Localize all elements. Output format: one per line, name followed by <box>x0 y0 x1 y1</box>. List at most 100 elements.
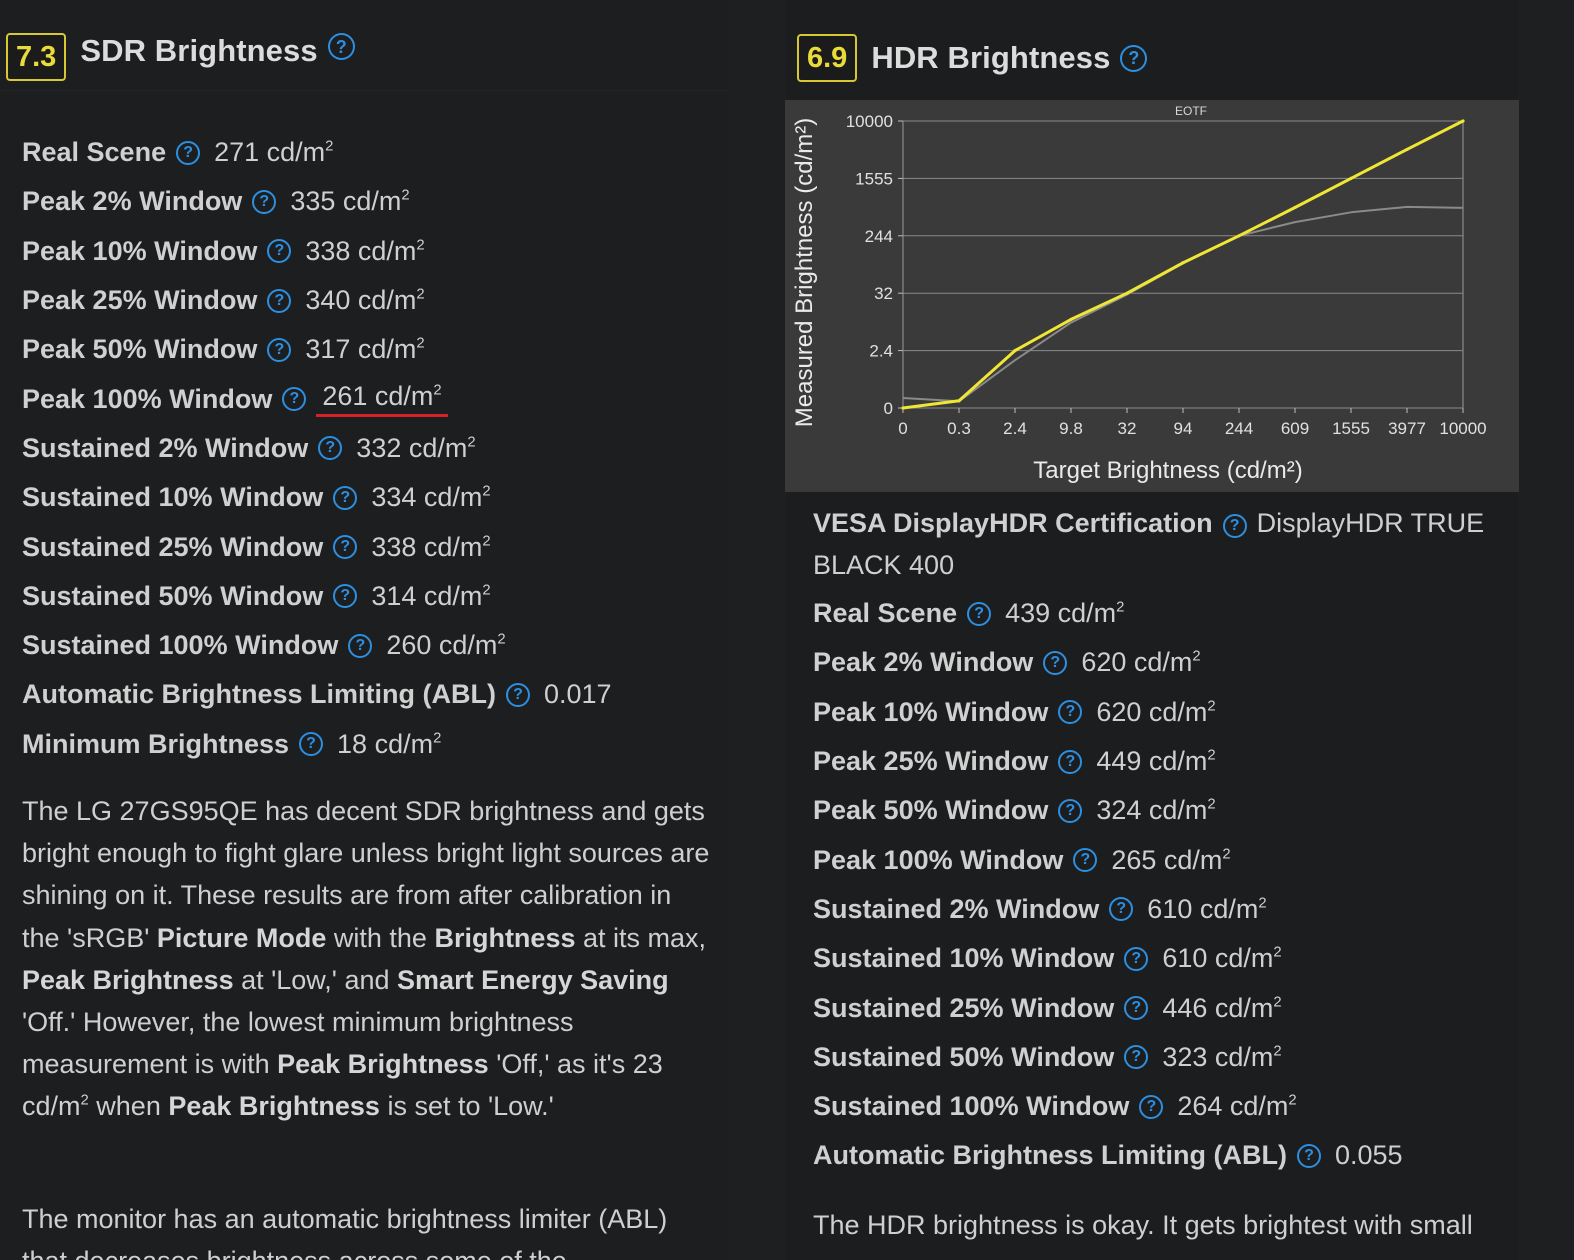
help-icon[interactable]: ? <box>1139 1094 1164 1119</box>
sdr-row: Sustained 10% Window? 334 cd/m2 <box>22 473 612 522</box>
help-icon[interactable]: ? <box>1124 996 1149 1021</box>
help-icon[interactable]: ? <box>333 584 358 609</box>
sdr-row: Peak 50% Window? 317 cd/m2 <box>22 325 612 374</box>
help-icon[interactable]: ? <box>267 337 292 362</box>
x-tick-label: 9.8 <box>1059 419 1083 438</box>
help-icon[interactable]: ? <box>1222 514 1247 538</box>
row-label: Sustained 10% Window <box>813 943 1115 974</box>
help-icon[interactable]: ? <box>318 436 343 461</box>
row-label: Sustained 50% Window <box>813 1041 1115 1072</box>
row-value: 260 cd/m2 <box>386 630 506 661</box>
hdr-row: Automatic Brightness Limiting (ABL)? 0.05… <box>813 1131 1403 1180</box>
row-label: Sustained 100% Window <box>813 1091 1130 1122</box>
row-value: 0.017 <box>544 679 612 710</box>
sdr-row: Automatic Brightness Limiting (ABL)? 0.01… <box>22 670 612 719</box>
row-value: 271 cd/m2 <box>214 137 334 168</box>
chart-title: EOTF <box>1175 104 1207 118</box>
help-icon[interactable]: ? <box>1124 946 1149 971</box>
help-icon[interactable]: ? <box>1043 650 1068 675</box>
sdr-row: Sustained 2% Window? 332 cd/m2 <box>22 424 612 473</box>
row-label: Peak 100% Window <box>22 383 273 414</box>
row-label: Peak 25% Window <box>813 746 1049 777</box>
help-icon[interactable]: ? <box>1124 1045 1149 1070</box>
sdr-description: The LG 27GS95QE has decent SDR brightnes… <box>22 796 710 1122</box>
hdr-score-badge: 6.9 <box>797 34 858 82</box>
target-point <box>1181 261 1185 265</box>
row-label: Peak 2% Window <box>813 647 1034 678</box>
help-icon[interactable]: ? <box>1120 44 1148 72</box>
target-point <box>1349 176 1353 180</box>
row-label: Sustained 25% Window <box>813 992 1115 1023</box>
sdr-measurements-list: Real Scene? 271 cd/m2 Peak 2% Window? 335 c… <box>22 128 612 769</box>
help-icon[interactable]: ? <box>1073 848 1098 873</box>
row-label: Peak 50% Window <box>22 334 258 365</box>
row-value: 620 cd/m2 <box>1096 696 1216 727</box>
target-point <box>1125 291 1129 295</box>
hdr-description: The HDR brightness is okay. It gets brig… <box>813 1210 1473 1240</box>
row-label: Real Scene <box>22 137 167 168</box>
target-point <box>1237 234 1241 238</box>
hdr-row: Peak 10% Window? 620 cd/m2 <box>813 688 1403 737</box>
y-tick-label: 1555 <box>855 169 893 188</box>
help-icon[interactable]: ? <box>299 732 324 757</box>
x-tick-label: 94 <box>1174 419 1193 438</box>
x-tick-label: 609 <box>1281 419 1309 438</box>
help-icon[interactable]: ? <box>967 601 992 626</box>
help-icon[interactable]: ? <box>282 387 307 412</box>
x-tick-label: 0.3 <box>947 419 971 438</box>
row-value: 340 cd/m2 <box>305 285 425 316</box>
eotf-chart[interactable]: 0 2.4 32 244 1555 10000 0 0.3 2.4 9.8 32 94 244 609 15… <box>785 100 1519 492</box>
row-value: 446 cd/m2 <box>1162 992 1282 1023</box>
sdr-section: 7.3 SDR Brightness ? <box>0 0 728 1260</box>
cert-value: DisplayHDR TRUE BLACK 400 <box>813 508 1485 580</box>
row-value: 338 cd/m2 <box>305 235 425 266</box>
x-tick-label: 2.4 <box>1003 419 1027 438</box>
help-icon[interactable]: ? <box>333 485 358 510</box>
row-label: Sustained 50% Window <box>22 580 324 611</box>
help-icon[interactable]: ? <box>348 633 373 658</box>
y-tick-label: 2.4 <box>869 342 893 361</box>
sdr-row: Real Scene? 271 cd/m2 <box>22 128 612 177</box>
hdr-row: Peak 100% Window? 265 cd/m2 <box>813 835 1403 884</box>
hdr-row: Peak 2% Window? 620 cd/m2 <box>813 638 1403 687</box>
sdr-row: Peak 25% Window? 340 cd/m2 <box>22 276 612 325</box>
help-icon[interactable]: ? <box>1058 749 1083 774</box>
help-icon[interactable]: ? <box>176 140 201 165</box>
vesa-certification-row: VESA DisplayHDR Certification? DisplayHDR… <box>813 502 1503 586</box>
hdr-row: Sustained 100% Window? 264 cd/m2 <box>813 1082 1403 1131</box>
help-icon[interactable]: ? <box>252 189 277 214</box>
target-point <box>1461 119 1465 123</box>
sdr-row: Peak 100% Window? 261 cd/m2 <box>22 374 612 423</box>
help-icon[interactable]: ? <box>333 535 358 560</box>
y-tick-label: 244 <box>865 227 893 246</box>
help-icon[interactable]: ? <box>1058 798 1083 823</box>
target-point <box>1405 147 1409 152</box>
x-tick-label: 1555 <box>1332 419 1370 438</box>
help-icon[interactable]: ? <box>1297 1143 1321 1168</box>
help-icon[interactable]: ? <box>267 239 292 264</box>
hdr-row: Peak 25% Window? 449 cd/m2 <box>813 737 1403 786</box>
row-label: Peak 25% Window <box>22 285 258 316</box>
row-value: 439 cd/m2 <box>1005 598 1125 629</box>
row-label: Sustained 2% Window <box>22 432 309 463</box>
sdr-header: 7.3 SDR Brightness ? <box>0 25 728 91</box>
sdr-abl-paragraph: The monitor has an automatic brightness … <box>22 1204 668 1260</box>
help-icon[interactable]: ? <box>506 682 530 707</box>
row-label: Sustained 10% Window <box>22 482 324 513</box>
target-line <box>902 119 1464 410</box>
help-icon[interactable]: ? <box>1109 897 1134 922</box>
row-value: 324 cd/m2 <box>1096 795 1216 826</box>
hdr-row: Sustained 25% Window? 446 cd/m2 <box>813 983 1403 1032</box>
row-value: 610 cd/m2 <box>1162 943 1282 974</box>
help-icon[interactable]: ? <box>267 288 292 313</box>
row-value: 317 cd/m2 <box>305 334 425 365</box>
eotf-chart-svg: 0 2.4 32 244 1555 10000 0 0.3 2.4 9.8 32 94 244 609 15… <box>791 104 1487 484</box>
hdr-row: Real Scene? 439 cd/m2 <box>813 589 1403 638</box>
help-icon[interactable]: ? <box>1058 700 1083 725</box>
help-icon[interactable]: ? <box>327 33 355 60</box>
y-tick-label: 10000 <box>846 112 893 131</box>
row-value: 449 cd/m2 <box>1096 746 1216 777</box>
target-point <box>1069 317 1073 322</box>
x-tick-label: 32 <box>1118 419 1137 438</box>
